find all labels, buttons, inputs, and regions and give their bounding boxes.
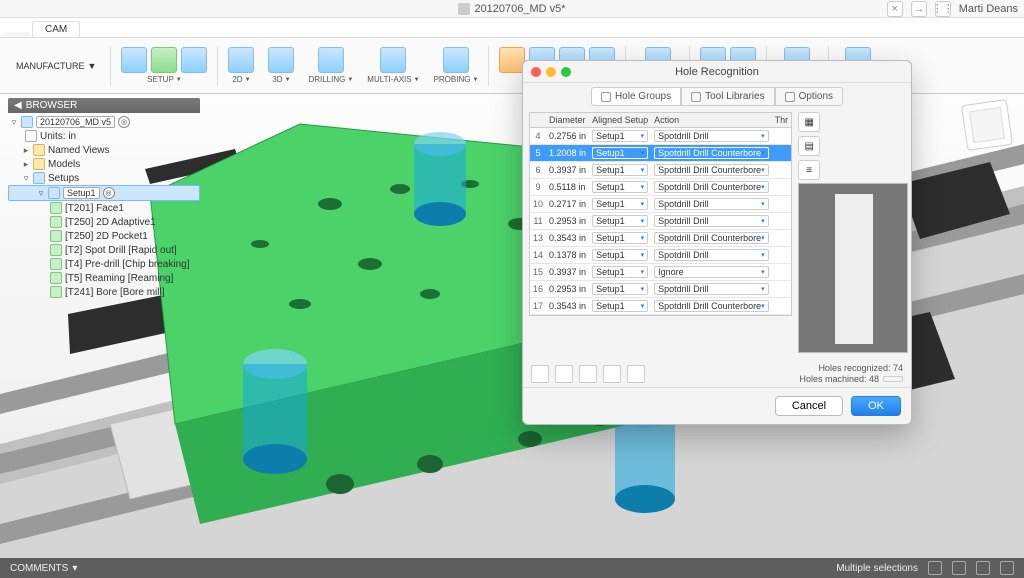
doc-grid-icon — [458, 3, 470, 15]
hole-table[interactable]: Diameter Aligned Setup Action Thr 40.275… — [529, 112, 792, 316]
tab-options[interactable]: Options — [775, 87, 843, 106]
titlebar: 20120706_MD v5* × → ⋮⋮ Marti Deans — [0, 0, 1024, 18]
dialog-titlebar[interactable]: Hole Recognition — [523, 61, 911, 83]
group-setup[interactable]: SETUP▼ — [115, 38, 213, 93]
workspace-tab-strip: CAM — [0, 18, 1024, 38]
table-row[interactable]: 90.5118 inSetup1▾Spotdrill Drill Counter… — [530, 179, 791, 196]
table-row[interactable]: 40.2756 inSetup1▾Spotdrill Drill▾ — [530, 128, 791, 145]
table-row[interactable]: 170.3543 inSetup1▾Spotdrill Drill Counte… — [530, 298, 791, 315]
status-icon-4[interactable] — [1000, 561, 1014, 575]
tree-op[interactable]: [T5] Reaming [Reaming] — [8, 271, 200, 285]
status-icon-2[interactable] — [952, 561, 966, 575]
tree-op[interactable]: [T241] Bore [Bore mill] — [8, 285, 200, 299]
table-row[interactable]: 140.1378 inSetup1▾Spotdrill Drill▾ — [530, 247, 791, 264]
side-btn-2[interactable]: ▤ — [798, 136, 820, 156]
group-multiaxis[interactable]: MULTI-AXIS▼ — [361, 38, 425, 93]
group-probing[interactable]: PROBING▼ — [428, 38, 485, 93]
doc-title: 20120706_MD v5* — [474, 3, 565, 15]
tree-models[interactable]: ▸Models — [8, 157, 200, 171]
tab-tool-libraries[interactable]: Tool Libraries — [681, 87, 774, 106]
dialog-toolrow[interactable] — [531, 365, 645, 383]
table-row[interactable]: 110.2953 inSetup1▾Spotdrill Drill▾ — [530, 213, 791, 230]
tree-op[interactable]: [T250] 2D Adaptive1 — [8, 215, 200, 229]
user-name[interactable]: Marti Deans — [959, 3, 1018, 15]
hole-preview-thumb — [798, 183, 908, 353]
tree-op[interactable]: [T4] Pre-drill [Chip breaking] — [8, 257, 200, 271]
table-row[interactable]: 51.2008 inSetup1▾Spotdrill Drill Counter… — [530, 145, 791, 162]
status-multi: Multiple selections — [836, 563, 918, 574]
tree-op[interactable]: [T250] 2D Pocket1 — [8, 229, 200, 243]
status-icon-1[interactable] — [928, 561, 942, 575]
nine-dot-icon[interactable]: ⋮⋮ — [935, 1, 951, 17]
tree-named-views[interactable]: ▸Named Views — [8, 143, 200, 157]
window-traffic-lights[interactable] — [531, 67, 571, 77]
tree-root[interactable]: ▿20120706_MD v5◎ — [8, 115, 200, 129]
comments-toggle[interactable]: COMMENTS▾ — [10, 563, 77, 574]
hole-recognition-dialog: Hole Recognition Hole Groups Tool Librar… — [522, 60, 912, 425]
manufacture-dropdown[interactable]: MANUFACTURE▼ — [12, 58, 100, 74]
table-row[interactable]: 100.2717 inSetup1▾Spotdrill Drill▾ — [530, 196, 791, 213]
ws-tab-blank[interactable] — [4, 32, 30, 37]
status-icon-3[interactable] — [976, 561, 990, 575]
tree-op[interactable]: [T2] Spot Drill [Rapid out] — [8, 243, 200, 257]
ws-tab-cam[interactable]: CAM — [32, 21, 80, 37]
viewcube[interactable] — [961, 99, 1013, 151]
group-3d[interactable]: 3D▼ — [262, 38, 300, 93]
browser-panel: ◀BROWSER ▿20120706_MD v5◎ Units: in ▸Nam… — [8, 98, 200, 301]
close-button[interactable]: × — [887, 1, 903, 17]
ok-button[interactable]: OK — [851, 396, 901, 416]
tree-setups[interactable]: ▿Setups — [8, 171, 200, 185]
side-btn-3[interactable]: ≡ — [798, 160, 820, 180]
table-row[interactable]: 130.3543 inSetup1▾Spotdrill Drill Counte… — [530, 230, 791, 247]
table-row[interactable]: 160.2953 inSetup1▾Spotdrill Drill▾ — [530, 281, 791, 298]
status-bar: COMMENTS▾ Multiple selections — [0, 558, 1024, 578]
tab-hole-groups[interactable]: Hole Groups — [591, 87, 681, 106]
tree-op[interactable]: [T201] Face1 — [8, 201, 200, 215]
table-row[interactable]: 60.3937 inSetup1▾Spotdrill Drill Counter… — [530, 162, 791, 179]
group-2d[interactable]: 2D▼ — [222, 38, 260, 93]
table-row[interactable]: 150.3937 inSetup1▾Ignore▾ — [530, 264, 791, 281]
cancel-button[interactable]: Cancel — [775, 396, 843, 416]
forward-button[interactable]: → — [911, 1, 927, 17]
side-btn-1[interactable]: ▦ — [798, 112, 820, 132]
tree-setup1[interactable]: ▿Setup1◎ — [8, 185, 200, 201]
browser-header[interactable]: ◀BROWSER — [8, 98, 200, 113]
tree-units[interactable]: Units: in — [8, 129, 200, 143]
group-drilling[interactable]: DRILLING▼ — [302, 38, 359, 93]
